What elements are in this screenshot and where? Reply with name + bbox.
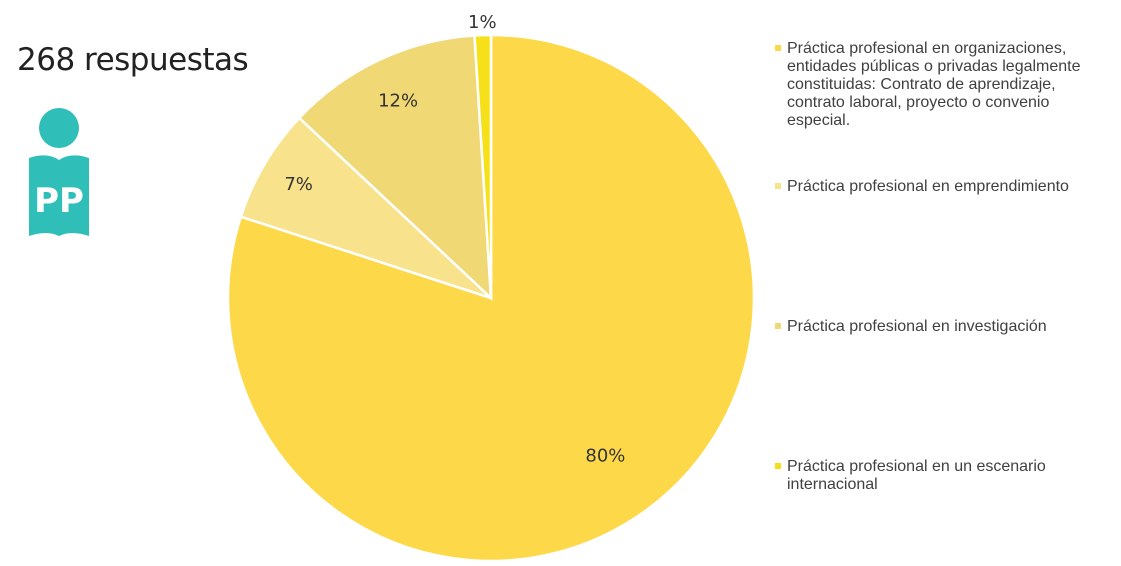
logo-text: PP: [34, 181, 84, 221]
logo-graphic: PP: [29, 108, 89, 236]
legend-label: Práctica profesional en un escenario int…: [787, 458, 1046, 493]
legend-swatch: [775, 45, 781, 51]
pie-slice-1: [226, 33, 756, 563]
legend-item-3: Práctica profesional en investigación: [775, 318, 1115, 336]
pie-slice-3: [297, 34, 493, 302]
pie-slice-4: [473, 33, 493, 299]
pie-slice-label-3: 12%: [378, 91, 418, 112]
legend-item-1: Práctica profesional en organizaciones, …: [775, 40, 1115, 130]
pie-slice-label-1: 80%: [585, 446, 625, 467]
legend-swatch: [775, 463, 781, 469]
legend-swatch: [775, 323, 781, 329]
legend-label: Práctica profesional en organizaciones, …: [787, 40, 1081, 129]
pie-slice-2: [239, 116, 492, 300]
legend-swatch: [775, 183, 781, 189]
pie-slice-label-2: 7%: [284, 174, 313, 195]
legend-label: Práctica profesional en emprendimiento: [787, 178, 1069, 195]
pie-slice-label-4: 1%: [468, 12, 497, 33]
reading-person-icon: PP: [25, 108, 115, 238]
pie-slices: [226, 33, 756, 563]
legend-label: Práctica profesional en investigación: [787, 318, 1047, 335]
responses-count: 268 respuestas: [17, 42, 249, 78]
pie-labels: 80% 7% 12% 1%: [284, 12, 625, 467]
legend-item-2: Práctica profesional en emprendimiento: [775, 178, 1115, 196]
legend-item-4: Práctica profesional en un escenario int…: [775, 458, 1115, 494]
